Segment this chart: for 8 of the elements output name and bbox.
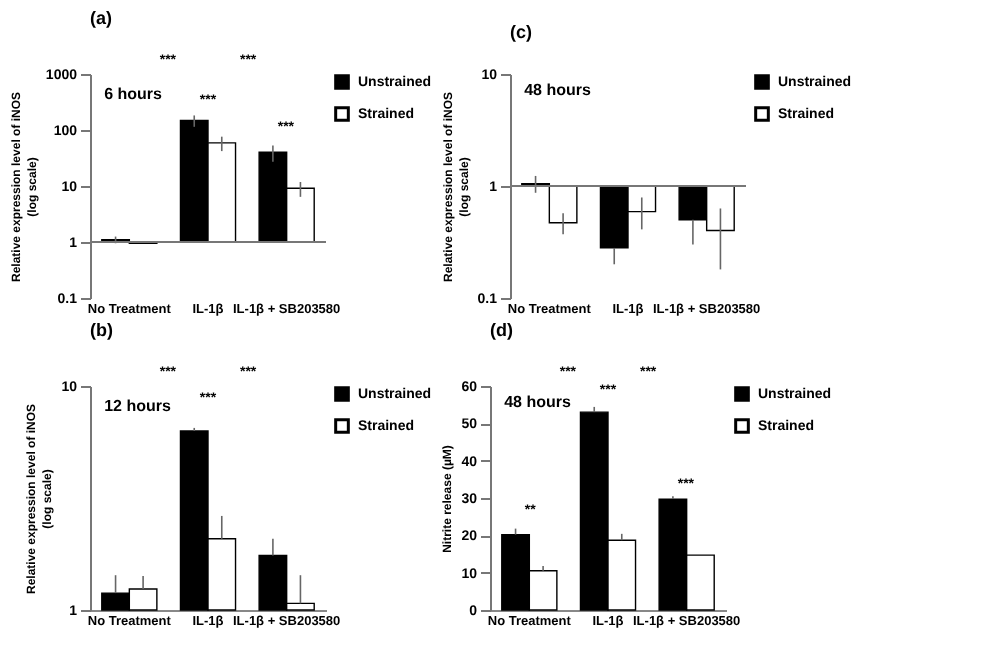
annotation: 48 hours [504,392,572,411]
annotation: 48 hours [524,80,592,99]
chart-title: (a) [90,7,112,28]
chart-title: (b) [90,319,113,340]
chart-title: (d) [490,319,513,340]
annotation: 6 hours [104,85,164,104]
annotation: 12 hours [104,397,172,416]
chart-title: (c) [510,22,532,42]
